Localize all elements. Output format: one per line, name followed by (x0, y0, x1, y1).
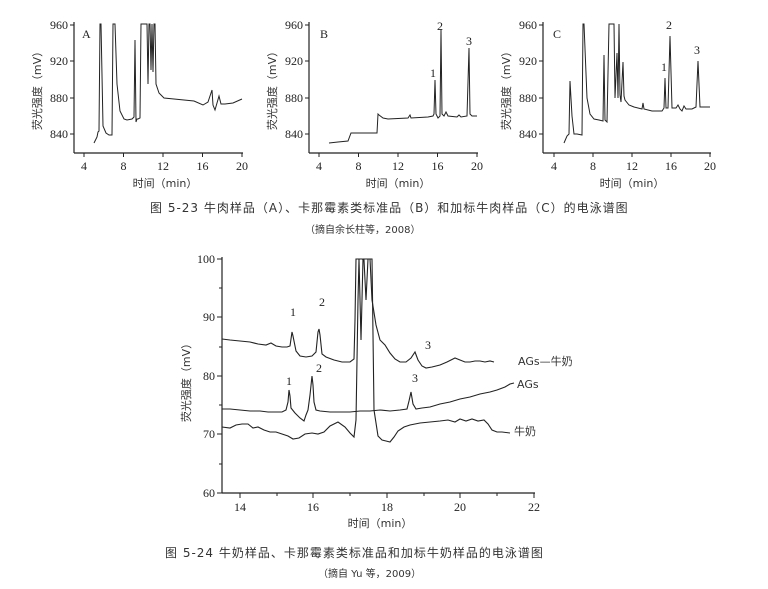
x-tick-8: 8 (590, 159, 596, 173)
legend-milk: 牛奶 (514, 424, 536, 438)
y-axis-label: 荧光强度（mV） (30, 46, 44, 130)
peak-label-2: 2 (666, 18, 672, 32)
legend-standard: AGs (517, 378, 539, 391)
y-tick-960: 960 (519, 18, 537, 32)
y-tick-60: 60 (203, 486, 215, 500)
x-axis-label: 时间（min） (366, 177, 431, 190)
x-tick-20: 20 (454, 500, 466, 514)
y-tick-880: 880 (50, 91, 68, 105)
panel-label-b: B (320, 27, 328, 41)
y-tick-80: 80 (203, 369, 215, 383)
x-tick-16: 16 (665, 159, 677, 173)
x-tick-8: 8 (121, 159, 127, 173)
trace-standard (222, 375, 515, 422)
y-tick-920: 920 (285, 54, 303, 68)
x-tick-12: 12 (157, 159, 169, 173)
x-tick-12: 12 (392, 159, 404, 173)
x-tick-4: 4 (81, 159, 87, 173)
y-tick-920: 920 (50, 54, 68, 68)
chart-b: 960 920 880 840 4 8 12 16 20 时间（min） 荧光强… (265, 18, 483, 190)
y-tick-840: 840 (50, 127, 68, 141)
figure-5-24-caption: 图 5-24 牛奶样品、卡那霉素类标准品和加标牛奶样品的电泳谱图 (165, 546, 544, 560)
x-tick-4: 4 (316, 159, 322, 173)
x-tick-18: 18 (381, 500, 393, 514)
figure-5-23-source: （摘自余长柱等，2008） (305, 225, 421, 236)
peak-label-3: 3 (466, 34, 472, 48)
y-tick-840: 840 (519, 127, 537, 141)
trace-beef-sample (93, 23, 243, 144)
x-tick-16: 16 (307, 500, 319, 514)
peak-label-2-spiked: 2 (319, 295, 325, 309)
x-axis-label: 时间（min） (348, 517, 413, 530)
x-tick-8: 8 (356, 159, 362, 173)
chart-milk: 100 90 80 70 60 14 16 18 20 22 时间（min） 荧… (179, 252, 573, 530)
peak-label-1-standard: 1 (286, 374, 292, 388)
y-tick-960: 960 (50, 18, 68, 32)
trace-milk-blank (221, 258, 511, 443)
x-tick-20: 20 (704, 159, 716, 173)
legend-spiked-milk: AGs—牛奶 (518, 354, 573, 368)
peak-label-3-standard: 3 (412, 371, 418, 385)
y-axis-label: 荧光强度（mV） (179, 338, 193, 422)
x-axis-label: 时间（min） (600, 177, 665, 190)
peak-label-3-spiked: 3 (425, 338, 431, 352)
panel-label-a: A (82, 27, 91, 41)
y-tick-920: 920 (519, 54, 537, 68)
x-tick-16: 16 (197, 159, 209, 173)
figure-5-23-caption: 图 5-23 牛肉样品（A）、卡那霉素类标准品（B）和加标牛肉样品（C）的电泳谱… (150, 201, 629, 215)
peak-label-2: 2 (437, 19, 443, 33)
peak-label-1: 1 (661, 60, 667, 74)
y-axis-label: 荧光强度（mV） (265, 46, 279, 130)
y-tick-100: 100 (197, 252, 215, 266)
peak-label-1-spiked: 1 (290, 305, 296, 319)
y-axis-label: 荧光强度（mV） (499, 46, 513, 130)
y-tick-840: 840 (285, 127, 303, 141)
y-tick-70: 70 (203, 427, 215, 441)
peak-label-2-standard: 2 (316, 361, 322, 375)
x-tick-20: 20 (236, 159, 248, 173)
y-tick-880: 880 (285, 91, 303, 105)
x-tick-12: 12 (626, 159, 638, 173)
chart-c: 960 920 880 840 4 8 12 16 20 时间（min） 荧光强… (499, 18, 716, 190)
x-tick-20: 20 (471, 159, 483, 173)
trace-spiked-beef (563, 23, 710, 144)
y-tick-960: 960 (285, 18, 303, 32)
y-tick-880: 880 (519, 91, 537, 105)
panel-label-c: C (553, 27, 561, 41)
x-tick-14: 14 (234, 500, 246, 514)
peak-label-3: 3 (694, 43, 700, 57)
x-axis-label: 时间（min） (133, 177, 198, 190)
x-tick-4: 4 (551, 159, 557, 173)
peak-label-1: 1 (430, 66, 436, 80)
y-tick-90: 90 (203, 310, 215, 324)
chart-a: 960 920 880 840 4 8 12 16 20 时间（min） 荧光强… (30, 18, 248, 190)
x-tick-22: 22 (528, 500, 540, 514)
figure-5-24-source: （摘自 Yu 等，2009） (318, 569, 422, 580)
trace-kanamycin-standard (328, 29, 477, 144)
trace-spiked-milk (221, 258, 495, 369)
x-tick-16: 16 (432, 159, 444, 173)
